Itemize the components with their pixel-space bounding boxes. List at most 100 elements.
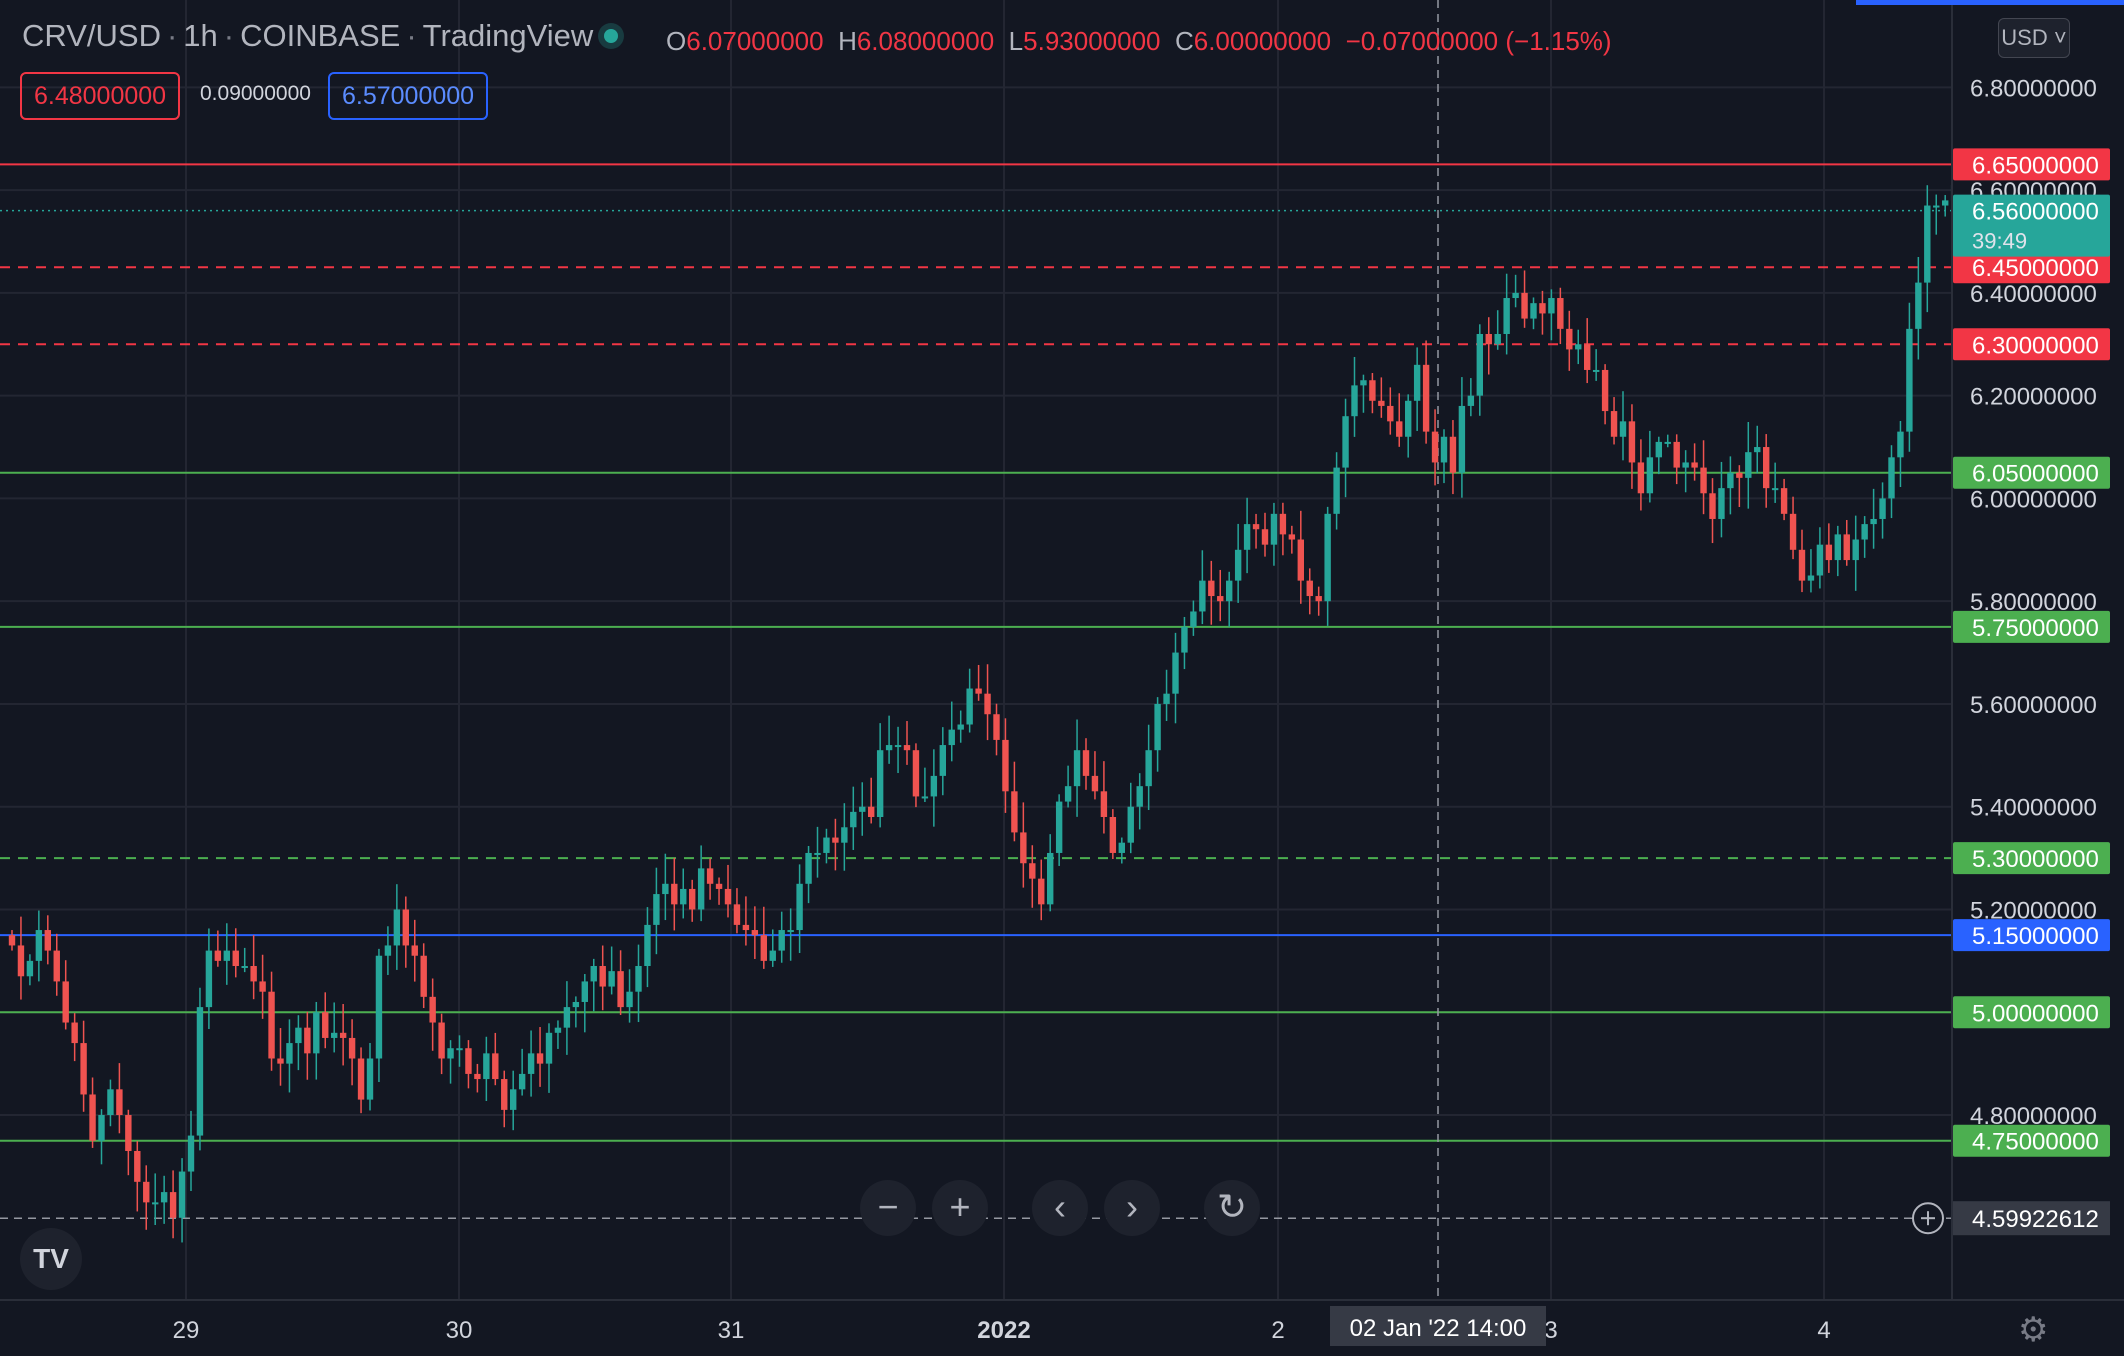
symbol-info[interactable]: CRV/USD · 1h · COINBASE · TradingView (22, 18, 594, 53)
candle-body (1575, 344, 1582, 350)
interval: 1h (183, 18, 218, 53)
candle-body (1494, 333, 1501, 345)
candle-body (250, 966, 257, 982)
candle-body (1530, 303, 1537, 319)
candle-body (1503, 298, 1510, 334)
candle-body (1002, 739, 1009, 792)
close-label: C (1174, 26, 1194, 56)
reset-chart-button[interactable]: ↻ (1204, 1180, 1260, 1236)
y-tick-label: 6.00000000 (1970, 486, 2097, 513)
candle-body (1234, 549, 1242, 581)
candle-body (993, 714, 1000, 740)
y-tick-label: 5.40000000 (1970, 795, 2097, 822)
candle-body (1512, 292, 1519, 299)
open-label: O (666, 26, 687, 56)
candle-body (1163, 693, 1170, 704)
candle-body (116, 1089, 123, 1116)
candle-body (1807, 575, 1815, 581)
candle-body (805, 852, 812, 884)
candle-body (885, 745, 893, 751)
candle-body (626, 991, 633, 1008)
sell-button[interactable]: 6.48000000 (20, 72, 181, 120)
candle-body (1825, 544, 1833, 561)
candle-body (706, 868, 714, 884)
candle-body (814, 852, 821, 855)
candle-body (930, 775, 938, 797)
crosshair-time-label: 02 Jan '22 14:00 (1350, 1315, 1527, 1342)
high-label: H (838, 26, 857, 56)
close-value: 6.00000000 (1193, 26, 1332, 56)
tradingview-logo[interactable]: TV (20, 1228, 82, 1290)
candle-body (876, 750, 884, 817)
candle-body (152, 1202, 159, 1205)
candle-body (1548, 298, 1555, 314)
candle-body (724, 888, 732, 905)
spread-value: 0.09000000 (200, 82, 311, 105)
candle-body (554, 1027, 562, 1033)
candle-body (697, 868, 705, 910)
level-label-bg (1953, 842, 2110, 875)
candle-body (1718, 488, 1725, 519)
candle-body (89, 1094, 96, 1141)
candle-body (671, 883, 678, 905)
candle-body (894, 745, 902, 748)
candle-body (536, 1053, 544, 1064)
x-tick-label: 29 (173, 1317, 200, 1344)
x-tick-label: 30 (446, 1317, 473, 1344)
candle-body (205, 950, 213, 1008)
open-value: 6.07000000 (686, 26, 824, 56)
scroll-left-button[interactable]: ‹ (1032, 1180, 1088, 1236)
candle-body (1324, 513, 1331, 602)
candle-body (751, 930, 759, 936)
candle-body (912, 750, 920, 797)
y-tick-label: 6.20000000 (1970, 384, 2097, 411)
candle-body (1038, 878, 1045, 905)
candle-body (1566, 328, 1573, 350)
candle-body (715, 883, 723, 889)
candle-body (1727, 472, 1734, 489)
candle-body (1342, 416, 1349, 468)
candle-body (1199, 580, 1206, 612)
zoom-out-button[interactable]: − (860, 1180, 916, 1236)
candle-body (599, 966, 606, 987)
gear-icon[interactable]: ⚙ (2018, 1311, 2049, 1349)
candle-body (903, 745, 911, 751)
candle-body (1870, 518, 1877, 525)
candle-body (268, 991, 275, 1059)
candle-body (456, 1048, 463, 1051)
y-tick-label: 6.40000000 (1970, 281, 2097, 308)
candle-body (1127, 806, 1134, 843)
candle-body (1700, 467, 1707, 494)
candle-body (348, 1037, 356, 1059)
market-status-icon[interactable] (604, 29, 618, 43)
buy-button[interactable]: 6.57000000 (328, 72, 489, 120)
scroll-right-button[interactable]: › (1104, 1180, 1160, 1236)
candle-body (1458, 405, 1466, 473)
candle-body (125, 1115, 132, 1151)
candle-body (617, 971, 624, 1008)
currency-select[interactable]: USD ˅ (1998, 18, 2070, 58)
level-label: 5.00000000 (1972, 1000, 2099, 1027)
candle-body (1306, 580, 1313, 597)
candle-body (35, 930, 43, 961)
level-label-bg (1953, 148, 2110, 181)
candle-body (501, 1079, 508, 1110)
candle-body (1467, 395, 1475, 406)
candle-body (1557, 298, 1564, 329)
candle-body (948, 729, 955, 746)
candle-body (581, 981, 588, 1002)
candle-body (232, 950, 239, 967)
candle-body (447, 1048, 454, 1059)
candle-body (187, 1135, 195, 1172)
zoom-in-button[interactable]: + (932, 1180, 988, 1236)
candle-body (1852, 539, 1859, 561)
candle-body (1029, 863, 1036, 879)
level-label: 5.30000000 (1972, 846, 2099, 873)
crosshair-price-label: 4.59922612 (1972, 1206, 2099, 1233)
candle-body (1673, 441, 1680, 468)
candle-body (429, 996, 436, 1023)
candle-body (1691, 462, 1698, 468)
crosshair-time-bg (1330, 1306, 1546, 1346)
candle-body (1915, 282, 1922, 329)
